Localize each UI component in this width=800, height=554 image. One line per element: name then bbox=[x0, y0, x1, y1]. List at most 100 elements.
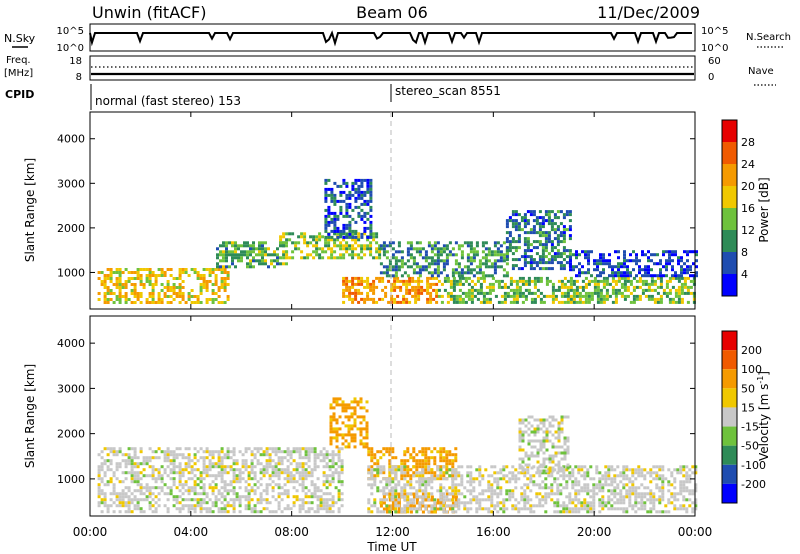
range-cell bbox=[328, 465, 332, 469]
range-cell bbox=[562, 213, 566, 217]
range-cell bbox=[439, 465, 443, 469]
range-cell bbox=[487, 489, 491, 493]
range-cell bbox=[148, 465, 152, 469]
range-cell bbox=[256, 486, 260, 490]
range-cell bbox=[623, 250, 626, 254]
range-cell bbox=[208, 498, 212, 502]
colorbar-tick-label: 15 bbox=[741, 401, 755, 414]
range-cell bbox=[566, 300, 570, 304]
range-cell bbox=[517, 222, 521, 226]
range-cell bbox=[325, 474, 329, 478]
range-cell bbox=[503, 300, 507, 304]
range-cell bbox=[334, 468, 338, 472]
range-cell bbox=[521, 439, 525, 443]
range-cell bbox=[692, 276, 696, 280]
range-cell bbox=[655, 486, 659, 490]
range-cell bbox=[442, 465, 446, 469]
range-cell bbox=[530, 424, 534, 428]
range-cell bbox=[244, 465, 248, 469]
range-cell bbox=[470, 300, 474, 304]
range-cell bbox=[277, 495, 281, 499]
range-cell bbox=[329, 418, 333, 422]
range-cell bbox=[556, 483, 560, 487]
range-cell bbox=[331, 462, 335, 466]
range-cell bbox=[106, 510, 110, 514]
range-cell bbox=[211, 492, 215, 496]
range-cell bbox=[557, 451, 561, 455]
range-cell bbox=[430, 256, 434, 260]
range-cell bbox=[115, 268, 119, 271]
range-cell bbox=[328, 498, 332, 502]
range-cell bbox=[304, 450, 308, 454]
range-cell bbox=[327, 232, 331, 236]
range-cell bbox=[339, 235, 343, 239]
range-cell bbox=[671, 253, 674, 257]
range-cell bbox=[160, 301, 164, 304]
range-cell bbox=[551, 433, 555, 437]
range-cell bbox=[333, 232, 337, 236]
range-cell bbox=[286, 495, 290, 499]
range-cell bbox=[246, 262, 249, 266]
range-cell bbox=[396, 285, 400, 289]
range-cell bbox=[339, 229, 343, 233]
range-cell bbox=[304, 495, 308, 499]
range-cell bbox=[388, 262, 392, 266]
range-cell bbox=[313, 486, 317, 490]
range-cell bbox=[433, 262, 437, 266]
range-cell bbox=[175, 295, 179, 298]
range-cell bbox=[502, 504, 506, 508]
range-cell bbox=[240, 244, 243, 248]
range-cell bbox=[286, 480, 290, 484]
range-cell bbox=[518, 418, 522, 422]
range-cell bbox=[130, 459, 134, 463]
range-cell bbox=[190, 471, 194, 475]
range-cell bbox=[327, 238, 331, 242]
range-cell bbox=[391, 450, 395, 454]
range-cell bbox=[265, 453, 269, 457]
range-cell bbox=[638, 271, 641, 275]
range-cell bbox=[526, 246, 530, 250]
range-cell bbox=[448, 474, 452, 478]
range-cell bbox=[229, 480, 233, 484]
range-cell bbox=[175, 501, 179, 505]
range-cell bbox=[496, 265, 500, 269]
range-cell bbox=[572, 300, 576, 304]
time-tick-label: 12:00 bbox=[375, 525, 410, 539]
range-cell bbox=[199, 286, 203, 289]
range-cell bbox=[106, 286, 110, 289]
range-cell bbox=[300, 235, 304, 239]
range-cell bbox=[109, 271, 113, 274]
range-cell bbox=[614, 282, 618, 286]
range-cell bbox=[505, 271, 509, 275]
range-cell bbox=[301, 447, 305, 451]
range-cell bbox=[223, 453, 227, 457]
range-cell bbox=[370, 450, 374, 454]
range-cell bbox=[467, 297, 471, 301]
range-cell bbox=[246, 244, 249, 248]
range-cell bbox=[376, 471, 380, 475]
range-cell bbox=[127, 459, 131, 463]
range-cell bbox=[631, 468, 635, 472]
range-cell bbox=[151, 471, 155, 475]
range-cell bbox=[187, 453, 191, 457]
range-cell bbox=[533, 454, 537, 458]
range-cell bbox=[354, 187, 358, 191]
range-cell bbox=[300, 232, 304, 236]
range-cell bbox=[388, 492, 392, 496]
range-cell bbox=[184, 456, 188, 460]
range-cell bbox=[565, 480, 569, 484]
range-cell bbox=[154, 495, 158, 499]
range-cell bbox=[319, 453, 323, 457]
range-cell bbox=[524, 418, 528, 422]
range-cell bbox=[385, 486, 389, 490]
range-cell bbox=[175, 447, 179, 451]
range-cell bbox=[363, 300, 367, 304]
scatter-region bbox=[279, 232, 382, 260]
range-cell bbox=[539, 300, 543, 304]
colorbar-tick-label: 50 bbox=[741, 382, 755, 395]
range-cell bbox=[295, 495, 299, 499]
range-cell bbox=[208, 462, 212, 466]
range-cell bbox=[466, 480, 470, 484]
range-cell bbox=[397, 265, 401, 269]
range-cell bbox=[385, 450, 389, 454]
